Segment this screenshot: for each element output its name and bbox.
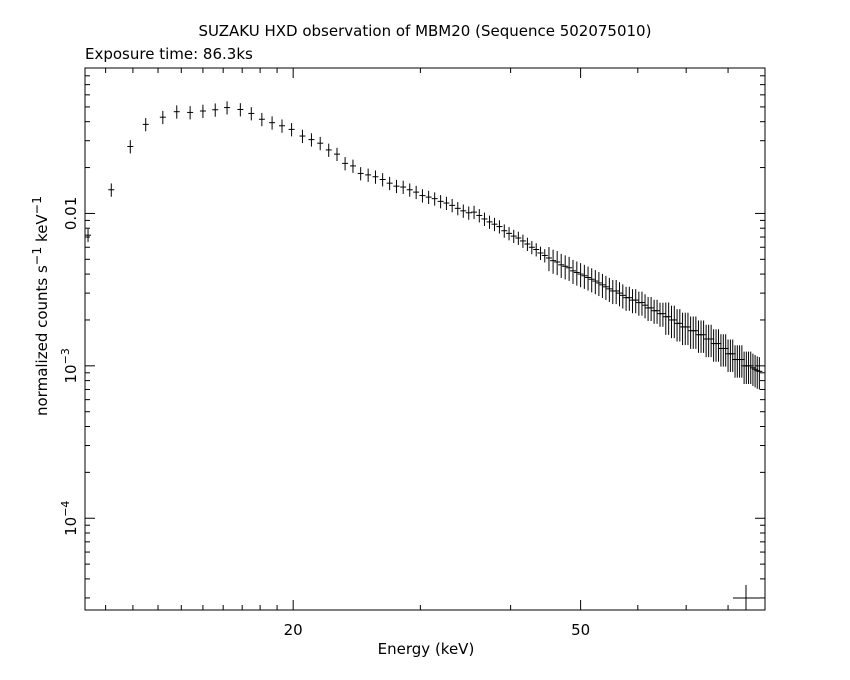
y-tick-label: 10−4 <box>59 501 80 536</box>
x-tick-label: 50 <box>571 621 590 639</box>
y-axis-label-unit: keV <box>33 214 51 247</box>
x-axis-label: Energy (keV) <box>377 640 475 658</box>
chart-subtitle: Exposure time: 86.3ks <box>85 45 253 63</box>
y-axis-label-exponent-2: −1 <box>29 195 44 215</box>
chart-title: SUZAKU HXD observation of MBM20 (Sequenc… <box>198 22 652 40</box>
y-tick-label: 0.01 <box>62 197 80 230</box>
y-axis-label-main: normalized counts s <box>33 265 51 416</box>
y-axis-label: normalized counts s−1 keV−1 <box>29 196 51 416</box>
y-tick-label: 10−3 <box>59 348 80 383</box>
plot-frame <box>84 67 766 611</box>
x-tick-label: 20 <box>284 621 303 639</box>
y-axis-label-exponent-1: −1 <box>29 246 44 266</box>
